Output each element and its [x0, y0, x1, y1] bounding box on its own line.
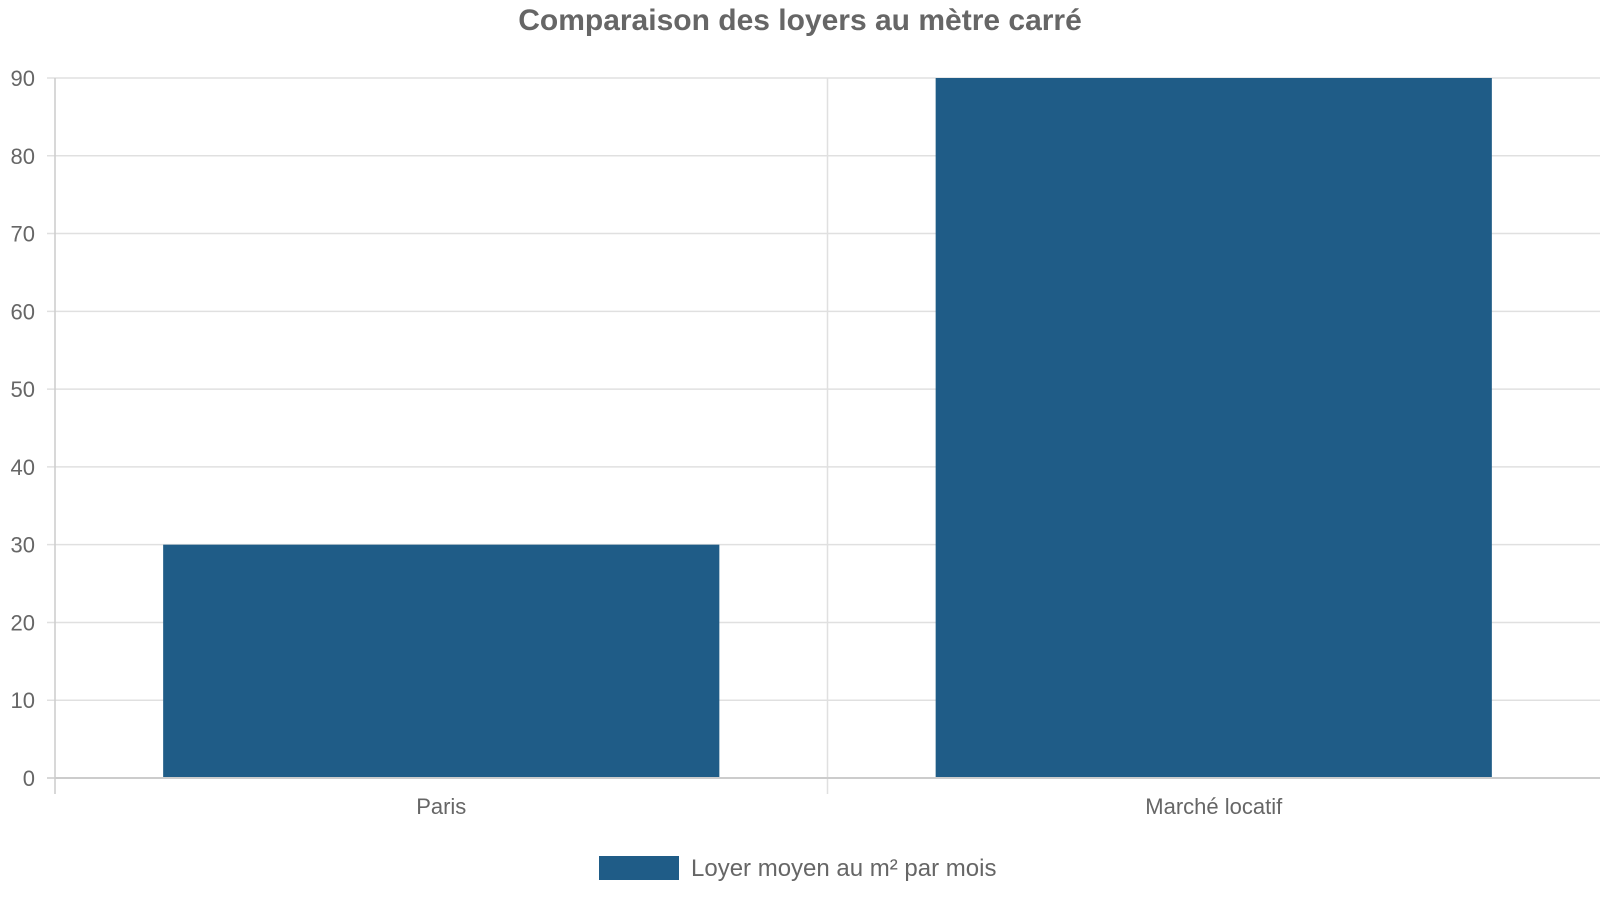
- x-category-label: Paris: [416, 794, 466, 819]
- y-tick-label: 40: [11, 455, 35, 480]
- y-tick-label: 50: [11, 377, 35, 402]
- y-tick-label: 60: [11, 299, 35, 324]
- chart-title: Comparaison des loyers au mètre carré: [518, 4, 1082, 37]
- legend-swatch[interactable]: [599, 856, 679, 880]
- bars: [163, 78, 1492, 778]
- y-tick-label: 20: [11, 610, 35, 635]
- bar-paris[interactable]: [163, 544, 720, 778]
- y-tick-label: 10: [11, 688, 35, 713]
- x-category-label: Marché locatif: [1145, 794, 1283, 819]
- legend[interactable]: Loyer moyen au m² par mois: [599, 855, 996, 882]
- y-tick-label: 80: [11, 144, 35, 169]
- x-axis-category-labels: Paris Marché locatif: [416, 794, 1283, 819]
- bar-marche-locatif[interactable]: [935, 78, 1492, 778]
- y-tick-label: 30: [11, 533, 35, 558]
- y-axis-tick-labels: 0 10 20 30 40 50 60 70 80 90: [11, 66, 35, 791]
- legend-label[interactable]: Loyer moyen au m² par mois: [691, 855, 996, 882]
- y-tick-label: 70: [11, 222, 35, 247]
- y-tick-label: 90: [11, 66, 35, 91]
- y-tick-label: 0: [23, 766, 35, 791]
